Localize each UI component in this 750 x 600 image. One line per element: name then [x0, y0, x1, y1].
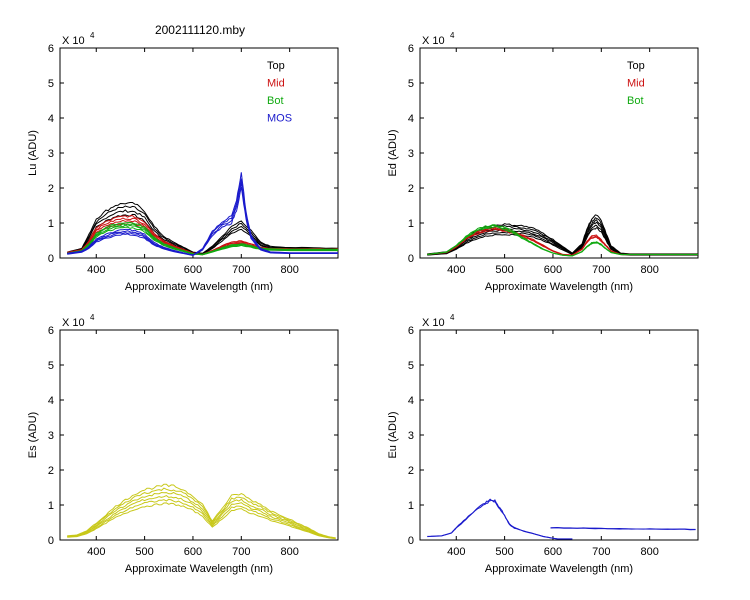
- series-group: [427, 214, 698, 257]
- legend-entry-mos: MOS: [267, 113, 292, 125]
- x-tick-label: 400: [447, 546, 465, 558]
- x-tick-label: 600: [184, 546, 202, 558]
- panel-lu: 0 1 2 3 4 5 6 400 500 600 700 800 X 10 4 Approximate W…: [27, 31, 339, 293]
- y-axis-label: Ed (ADU): [387, 129, 399, 176]
- y-tick-label: 2: [48, 183, 54, 195]
- x-tick-label: 600: [544, 546, 562, 558]
- y-tick-label: 0: [48, 535, 54, 547]
- x-tick-label: 600: [544, 264, 562, 276]
- x-axis-label: Approximate Wavelength (nm): [485, 563, 633, 575]
- y-tick-label: 2: [408, 183, 414, 195]
- x-tick-label: 500: [495, 546, 513, 558]
- y-tick-label: 4: [48, 113, 54, 125]
- x-tick-label: 800: [280, 546, 298, 558]
- series-line-es: [67, 498, 336, 539]
- legend-entry-bot: Bot: [627, 95, 644, 107]
- y-tick-label: 3: [408, 148, 414, 160]
- y-tick-label: 1: [48, 500, 54, 512]
- y-exponent-label: X 10: [62, 317, 85, 329]
- plot-area: [59, 47, 339, 259]
- y-axis-label: Es (ADU): [27, 412, 39, 458]
- y-exponent-label: X 10: [422, 317, 445, 329]
- series-line-mid: [427, 226, 698, 256]
- panel-es: 0 1 2 3 4 5 6 400 500 600 700 800 X 10 4 Approximate W…: [27, 313, 339, 575]
- y-tick-label: 0: [408, 253, 414, 265]
- x-tick-label: 500: [495, 264, 513, 276]
- plot-area: [419, 47, 699, 259]
- x-axis-label: Approximate Wavelength (nm): [125, 281, 273, 293]
- y-exponent-power: 4: [450, 31, 455, 40]
- legend-entry-top: Top: [627, 60, 645, 72]
- x-tick-label: 400: [87, 546, 105, 558]
- legend-entry-mid: Mid: [267, 78, 285, 90]
- y-tick-label: 6: [48, 325, 54, 337]
- x-tick-label: 800: [640, 546, 658, 558]
- series-line-es: [67, 495, 336, 539]
- x-tick-label: 700: [232, 264, 250, 276]
- legend-entry-mid: Mid: [627, 78, 645, 90]
- series-line-eu-red: [550, 526, 696, 530]
- y-tick-label: 0: [408, 535, 414, 547]
- x-tick-label: 400: [87, 264, 105, 276]
- x-tick-label: 500: [135, 546, 153, 558]
- y-axis-label: Eu (ADU): [387, 411, 399, 458]
- series-group: [67, 483, 336, 540]
- y-tick-label: 2: [408, 465, 414, 477]
- figure-title: 2002111120.mby: [155, 23, 245, 37]
- y-exponent-label: X 10: [422, 35, 445, 47]
- series-line-mid: [67, 215, 338, 255]
- y-tick-label: 4: [408, 395, 414, 407]
- series-line-mos: [67, 172, 338, 256]
- series-line-es: [67, 491, 336, 539]
- legend-entry-bot: Bot: [267, 95, 284, 107]
- y-tick-label: 6: [408, 325, 414, 337]
- y-tick-label: 0: [48, 253, 54, 265]
- plot-area: [419, 329, 699, 541]
- series-group: [427, 498, 696, 540]
- y-tick-label: 4: [408, 113, 414, 125]
- y-tick-label: 4: [48, 395, 54, 407]
- y-tick-label: 3: [48, 430, 54, 442]
- y-exponent-power: 4: [450, 313, 455, 322]
- y-tick-label: 5: [48, 78, 54, 90]
- x-axis-label: Approximate Wavelength (nm): [125, 563, 273, 575]
- y-tick-label: 5: [48, 360, 54, 372]
- panel-ed: 0 1 2 3 4 5 6 400 500 600 700 800 X 10 4 Approximate W…: [387, 31, 699, 293]
- y-axis-label: Lu (ADU): [27, 130, 39, 176]
- y-tick-label: 3: [48, 148, 54, 160]
- x-axis-label: Approximate Wavelength (nm): [485, 281, 633, 293]
- series-line-es: [67, 483, 336, 539]
- x-tick-label: 500: [135, 264, 153, 276]
- series-line-eu: [427, 498, 573, 540]
- y-tick-label: 6: [408, 43, 414, 55]
- y-tick-label: 1: [408, 500, 414, 512]
- series-line-es: [67, 487, 336, 539]
- series-line-es: [67, 502, 336, 540]
- y-exponent-power: 4: [90, 31, 95, 40]
- y-tick-label: 6: [48, 43, 54, 55]
- x-tick-label: 400: [447, 264, 465, 276]
- y-tick-label: 2: [48, 465, 54, 477]
- x-tick-label: 800: [640, 264, 658, 276]
- y-tick-label: 3: [408, 430, 414, 442]
- series-line-bot: [427, 224, 698, 257]
- x-tick-label: 600: [184, 264, 202, 276]
- panel-eu: 0 1 2 3 4 5 6 400 500 600 700 800 X 10 4 Approximate W…: [387, 313, 699, 575]
- legend-entry-top: Top: [267, 60, 285, 72]
- y-tick-label: 5: [408, 78, 414, 90]
- x-tick-label: 800: [280, 264, 298, 276]
- y-tick-label: 1: [48, 218, 54, 230]
- x-tick-label: 700: [232, 546, 250, 558]
- x-tick-label: 700: [592, 264, 610, 276]
- y-exponent-power: 4: [90, 313, 95, 322]
- x-tick-label: 700: [592, 546, 610, 558]
- y-tick-label: 1: [408, 218, 414, 230]
- series-line-mos: [67, 182, 338, 256]
- y-tick-label: 5: [408, 360, 414, 372]
- y-exponent-label: X 10: [62, 35, 85, 47]
- series-line-top: [67, 202, 338, 254]
- series-group: [67, 172, 338, 257]
